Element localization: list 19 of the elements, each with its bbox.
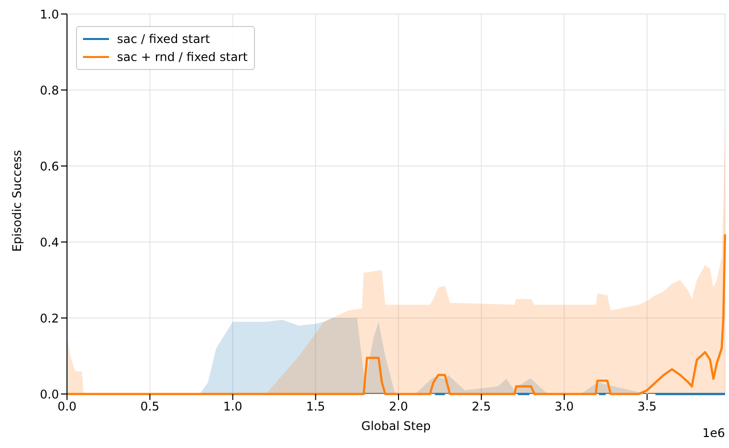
text: 1e6: [702, 426, 725, 440]
legend-label: sac + rnd / fixed start: [117, 49, 248, 66]
x-tick-label: 3.0: [554, 400, 574, 414]
y-axis-title: Episodic Success: [10, 150, 24, 252]
y-tick-label: 0.2: [40, 311, 59, 326]
y-tick-label: 0.4: [40, 235, 59, 250]
x-tick-label: 1.5: [306, 400, 326, 414]
x-tick-label: 0.0: [57, 400, 77, 414]
x-tick-label: 3.5: [638, 400, 657, 414]
x-tick-label: 1.0: [223, 400, 242, 414]
y-tick-label: 0.0: [40, 387, 59, 402]
x-axis-title: Global Step: [361, 419, 431, 433]
y-tick-label: 1.0: [40, 7, 59, 22]
y-tick-label: 0.6: [40, 159, 59, 174]
legend-label: sac / fixed start: [117, 31, 210, 48]
x-tick-label: 0.5: [140, 400, 160, 414]
x-tick-label: 2.5: [472, 400, 491, 414]
y-tick-label: 0.8: [40, 83, 59, 98]
x-tick-label: 2.0: [388, 400, 408, 414]
